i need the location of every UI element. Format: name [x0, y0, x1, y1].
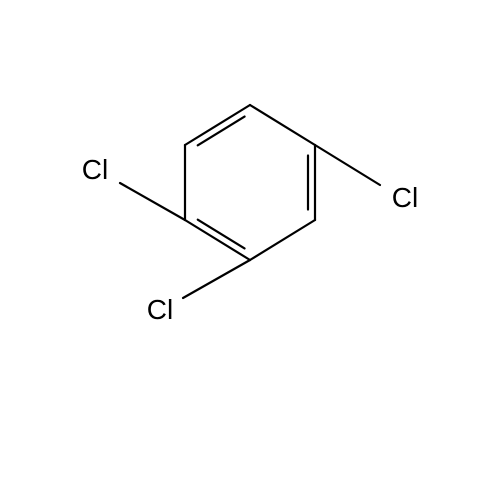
- atom-label-cl4: Cl: [390, 182, 420, 214]
- atom-label-cl2: Cl: [145, 294, 175, 326]
- bonds-layer: [0, 0, 500, 500]
- molecule-canvas: Cl Cl Cl: [0, 0, 500, 500]
- atom-label-cl1: Cl: [80, 154, 110, 186]
